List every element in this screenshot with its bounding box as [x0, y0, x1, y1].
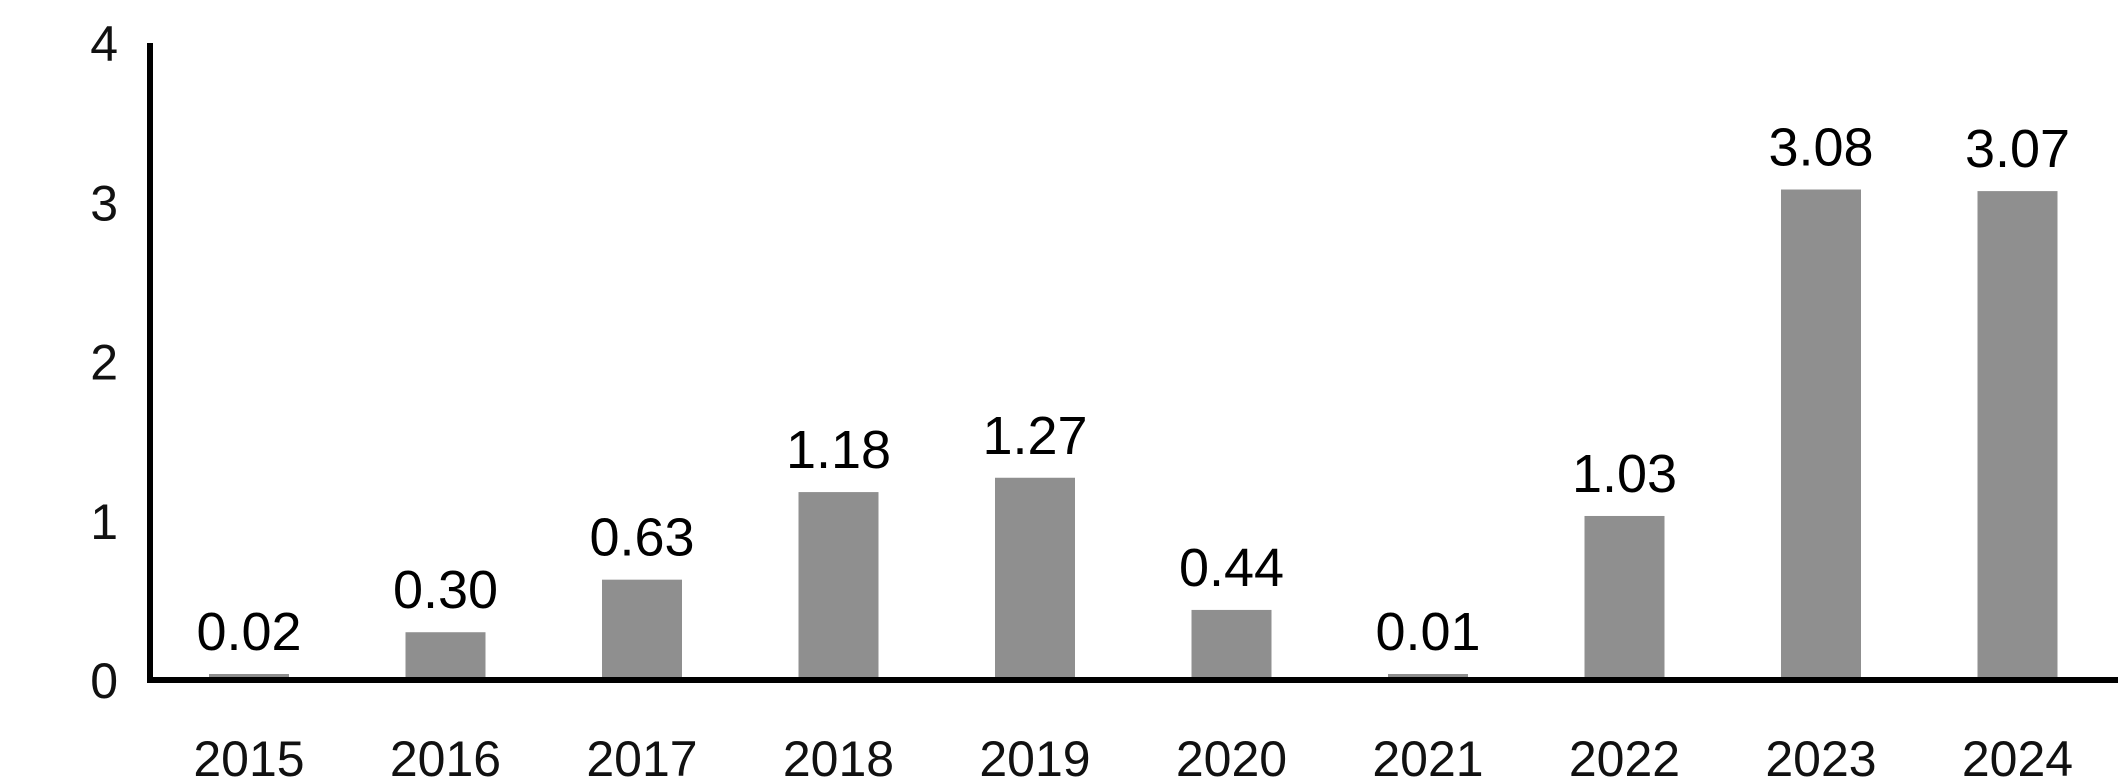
- bar-2022: [1584, 515, 1665, 680]
- x-tick-label-2015: 2015: [193, 731, 304, 783]
- y-tick-label: 1: [90, 494, 118, 550]
- x-tick-label-2020: 2020: [1176, 731, 1287, 783]
- bar-2018: [798, 492, 879, 680]
- data-label-2019: 1.27: [982, 406, 1087, 466]
- data-label-2020: 0.44: [1179, 538, 1284, 598]
- x-tick-label-2017: 2017: [586, 731, 697, 783]
- bar-2019: [995, 477, 1075, 680]
- data-label-2016: 0.30: [393, 560, 498, 620]
- x-tick-label-2023: 2023: [1765, 731, 1876, 783]
- data-label-2021: 0.01: [1375, 602, 1480, 662]
- x-tick-label-2016: 2016: [390, 731, 501, 783]
- y-tick-label: 4: [90, 16, 118, 72]
- data-label-2023: 3.08: [1768, 118, 1873, 178]
- data-label-2015: 0.02: [196, 602, 301, 662]
- data-label-2022: 1.03: [1572, 444, 1677, 504]
- y-axis-ticks: 0 1 2 3 4: [90, 16, 118, 709]
- bar-2023: [1781, 189, 1861, 680]
- data-label-2024: 3.07: [1965, 119, 2070, 179]
- y-tick-label: 2: [90, 335, 118, 391]
- bar-2024: [1977, 191, 2058, 681]
- y-tick-label: 3: [90, 175, 118, 231]
- bar-2017: [602, 579, 682, 680]
- bar-2016: [405, 632, 486, 680]
- data-label-2018: 1.18: [786, 420, 891, 480]
- x-tick-label-2019: 2019: [979, 731, 1090, 783]
- x-axis-ticks: 2015 2016 2017 2018 2019 2020 2021 2022 2023 2024: [193, 731, 2073, 783]
- bar-2020: [1191, 609, 1272, 680]
- y-tick-label: 0: [90, 653, 118, 709]
- x-tick-label-2022: 2022: [1569, 731, 1680, 783]
- data-label-2017: 0.63: [589, 508, 694, 568]
- x-tick-label-2024: 2024: [1962, 731, 2073, 783]
- value-labels: 0.02 0.30 0.63 1.18 1.27 0.44 0.01 1.03 3.08 3.07: [196, 118, 2070, 662]
- x-tick-label-2021: 2021: [1372, 731, 1483, 783]
- bars: [209, 189, 2058, 681]
- x-tick-label-2018: 2018: [783, 731, 894, 783]
